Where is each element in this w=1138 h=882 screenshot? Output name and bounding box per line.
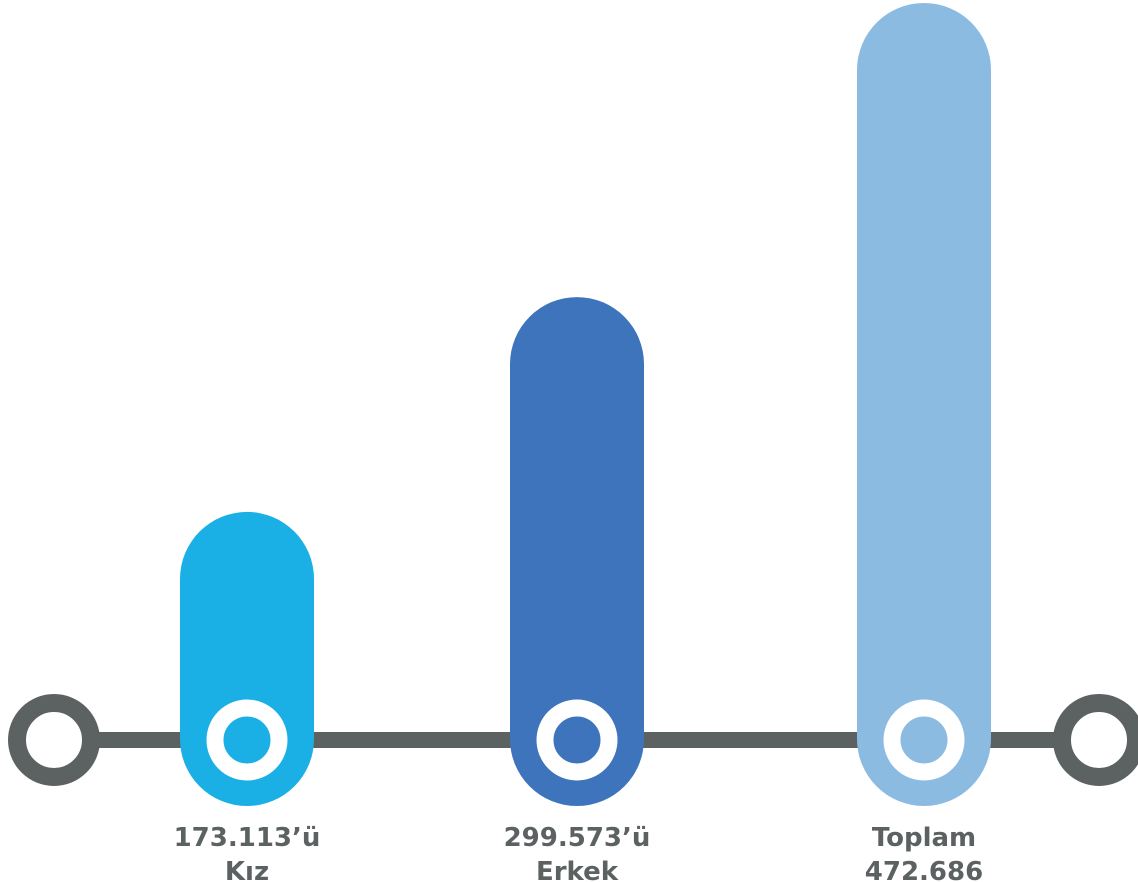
category-label-kiz: Kız [225, 857, 269, 882]
timeline-start-node [8, 694, 100, 786]
category-label-erkek: Erkek [536, 857, 619, 882]
bar-ring-kiz [206, 699, 288, 781]
value-label-kiz: 173.113’ü [174, 823, 321, 853]
timeline-end-node [1053, 694, 1138, 786]
bar-toplam [857, 3, 991, 806]
category-label-toplam: Toplam [872, 823, 976, 853]
labels: 173.113’ü Kız 299.573’ü Erkek Toplam 472.686 [174, 823, 984, 882]
bar-erkek [510, 297, 644, 806]
value-label-erkek: 299.573’ü [504, 823, 651, 853]
bar-ring-toplam [883, 699, 965, 781]
bar-group-erkek [510, 297, 644, 806]
bar-group-toplam [857, 3, 991, 806]
bar-ring-erkek [536, 699, 618, 781]
bar-group-kiz [180, 511, 314, 806]
bars [180, 3, 991, 806]
value-label-toplam: 472.686 [865, 857, 983, 882]
